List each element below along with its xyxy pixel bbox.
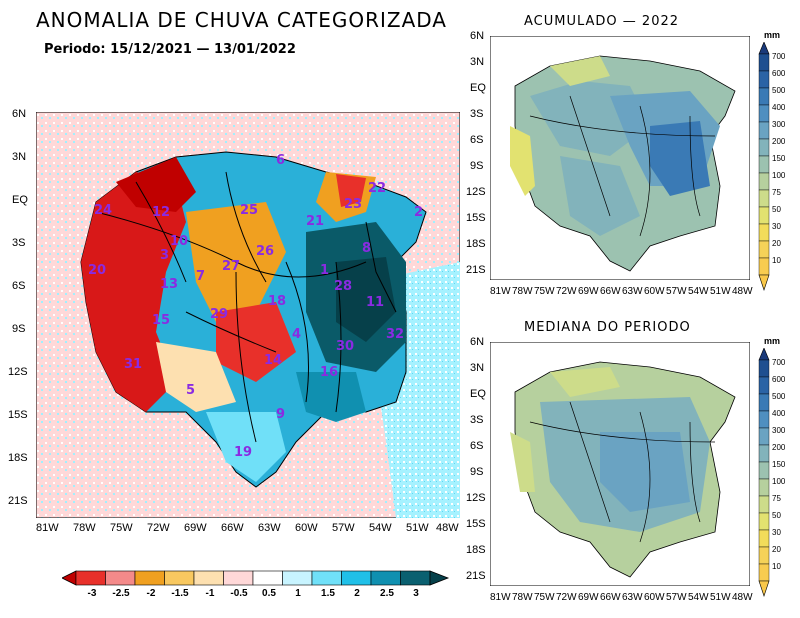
median-map xyxy=(490,342,750,586)
accumulated-colorbar xyxy=(758,42,770,291)
svg-text:8: 8 xyxy=(362,241,371,256)
panel-title-accumulated: ACUMULADO — 2022 xyxy=(524,14,680,29)
basin-number-labels: 6 22 23 24 12 25 21 2 10 3 26 27 8 20 13… xyxy=(88,153,423,460)
svg-text:27: 27 xyxy=(222,259,240,274)
svg-text:7: 7 xyxy=(196,269,205,284)
svg-text:9: 9 xyxy=(276,407,285,422)
median-unit: mm xyxy=(764,336,781,346)
svg-text:29: 29 xyxy=(210,307,228,322)
svg-text:3: 3 xyxy=(160,248,169,263)
svg-text:24: 24 xyxy=(94,203,112,218)
svg-text:32: 32 xyxy=(386,327,404,342)
svg-text:5: 5 xyxy=(186,383,195,398)
svg-text:31: 31 xyxy=(124,357,142,372)
svg-text:11: 11 xyxy=(366,295,384,310)
svg-text:23: 23 xyxy=(344,197,362,212)
svg-text:18: 18 xyxy=(268,294,286,309)
svg-text:10: 10 xyxy=(170,234,188,249)
svg-text:15: 15 xyxy=(152,313,170,328)
svg-text:2: 2 xyxy=(414,205,423,220)
svg-text:28: 28 xyxy=(334,279,352,294)
period-subtitle: Periodo: 15/12/2021 — 13/01/2022 xyxy=(44,42,296,57)
accumulated-map xyxy=(490,36,750,280)
svg-text:13: 13 xyxy=(160,277,178,292)
anomaly-colorbar xyxy=(62,570,450,586)
accumulated-unit: mm xyxy=(764,30,781,40)
panel-title-median: MEDIANA DO PERIODO xyxy=(524,320,691,335)
svg-text:25: 25 xyxy=(240,203,258,218)
svg-text:19: 19 xyxy=(234,445,252,460)
median-colorbar xyxy=(758,348,770,597)
svg-text:22: 22 xyxy=(368,181,386,196)
svg-text:26: 26 xyxy=(256,244,274,259)
svg-text:4: 4 xyxy=(292,327,301,342)
svg-text:1: 1 xyxy=(320,263,329,278)
svg-text:30: 30 xyxy=(336,339,354,354)
svg-text:16: 16 xyxy=(320,365,338,380)
svg-text:21: 21 xyxy=(306,214,324,229)
svg-text:12: 12 xyxy=(152,205,170,220)
main-title: ANOMALIA DE CHUVA CATEGORIZADA xyxy=(36,8,447,32)
svg-text:20: 20 xyxy=(88,263,106,278)
anomaly-map: 6 22 23 24 12 25 21 2 10 3 26 27 8 20 13… xyxy=(36,112,460,518)
svg-text:14: 14 xyxy=(264,353,282,368)
svg-text:6: 6 xyxy=(276,153,285,168)
